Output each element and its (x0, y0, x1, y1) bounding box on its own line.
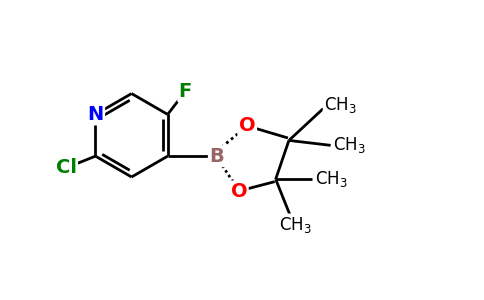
Text: CH$_3$: CH$_3$ (333, 135, 366, 155)
Text: B: B (210, 147, 224, 166)
Text: O: O (230, 182, 247, 201)
Text: CH$_3$: CH$_3$ (279, 215, 312, 235)
Text: F: F (179, 82, 192, 101)
Text: CH$_3$: CH$_3$ (324, 94, 357, 115)
Text: O: O (239, 116, 256, 135)
Text: Cl: Cl (56, 158, 76, 177)
Text: CH$_3$: CH$_3$ (315, 169, 348, 189)
Text: N: N (87, 105, 104, 124)
